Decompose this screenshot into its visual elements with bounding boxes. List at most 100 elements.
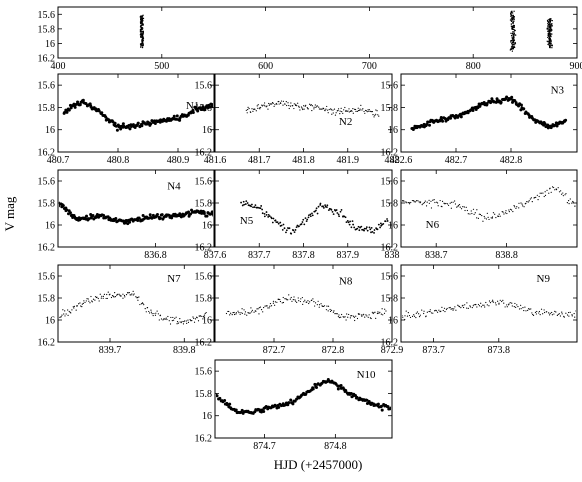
data-point xyxy=(299,109,300,110)
data-point xyxy=(445,203,446,204)
data-point xyxy=(247,109,248,110)
data-point xyxy=(290,102,291,103)
data-point xyxy=(82,99,85,102)
data-point xyxy=(250,205,252,207)
data-point xyxy=(549,28,550,29)
data-point xyxy=(348,314,349,315)
y-tick-label: 15.8 xyxy=(381,199,399,210)
data-point xyxy=(560,190,561,191)
data-point xyxy=(355,396,358,399)
data-point xyxy=(245,311,246,312)
data-point xyxy=(243,309,244,310)
data-point xyxy=(271,305,272,306)
data-point xyxy=(275,301,276,302)
data-point xyxy=(302,297,303,298)
data-point xyxy=(490,302,491,303)
data-point xyxy=(273,103,274,104)
data-point xyxy=(267,216,269,218)
data-point xyxy=(181,322,182,323)
x-tick-label: 873.8 xyxy=(488,345,511,356)
data-point xyxy=(525,310,526,311)
y-tick-label: 16.2 xyxy=(38,243,56,254)
data-point xyxy=(330,311,331,312)
data-point xyxy=(551,25,552,26)
data-point xyxy=(129,292,130,293)
data-point xyxy=(537,195,538,196)
data-point xyxy=(371,111,372,112)
x-tick-label: 838.7 xyxy=(425,250,448,261)
data-point xyxy=(499,214,500,215)
data-point xyxy=(476,306,477,307)
y-tick-label: 16.2 xyxy=(195,338,213,349)
data-point xyxy=(559,191,560,192)
data-point xyxy=(336,212,338,214)
data-point xyxy=(544,312,545,313)
data-point xyxy=(484,218,485,219)
data-point xyxy=(240,314,241,315)
data-point xyxy=(417,200,418,201)
data-point xyxy=(540,314,541,315)
data-point xyxy=(375,114,376,115)
data-point xyxy=(412,200,413,201)
data-point xyxy=(306,220,308,222)
y-tick-label: 15.8 xyxy=(38,24,56,35)
data-point xyxy=(551,47,552,48)
data-point xyxy=(302,109,303,110)
data-point xyxy=(574,317,575,318)
data-point xyxy=(550,313,551,314)
data-point xyxy=(525,203,526,204)
data-point xyxy=(514,46,515,47)
y-tick-label: 15.8 xyxy=(195,199,213,210)
data-point xyxy=(251,311,252,312)
x-tick-label: 839.8 xyxy=(173,345,196,356)
x-tick-label: 482.8 xyxy=(500,155,523,166)
y-tick-label: 15.8 xyxy=(195,389,213,400)
data-point xyxy=(344,107,345,108)
data-point xyxy=(263,105,264,106)
data-point xyxy=(375,109,376,110)
data-point xyxy=(548,30,549,31)
data-point xyxy=(549,31,550,32)
data-point xyxy=(547,21,548,22)
panel-label: N2 xyxy=(339,116,352,128)
data-point xyxy=(547,28,548,29)
data-point xyxy=(333,112,334,113)
data-point xyxy=(161,318,162,319)
data-point xyxy=(77,305,78,306)
data-point xyxy=(236,312,237,313)
data-point xyxy=(170,323,171,324)
data-point xyxy=(364,113,365,114)
data-point xyxy=(372,111,373,112)
data-point xyxy=(100,294,101,295)
data-point xyxy=(528,201,529,202)
data-point xyxy=(503,213,504,214)
data-point xyxy=(274,106,275,107)
data-point xyxy=(255,311,256,312)
data-point xyxy=(62,204,65,207)
data-point xyxy=(515,42,516,43)
data-point xyxy=(536,311,537,312)
data-point xyxy=(360,226,362,228)
data-point xyxy=(290,105,291,106)
y-tick-label: 16 xyxy=(202,316,212,327)
data-point xyxy=(124,296,125,297)
data-point xyxy=(140,33,141,34)
data-point xyxy=(264,105,265,106)
data-point xyxy=(512,305,513,306)
data-point xyxy=(331,209,333,211)
data-point xyxy=(141,40,142,41)
data-point xyxy=(252,206,254,208)
data-point xyxy=(320,303,321,304)
panel-frame xyxy=(215,265,392,342)
data-point xyxy=(548,33,549,34)
data-point xyxy=(377,313,378,314)
data-point xyxy=(229,314,230,315)
data-point xyxy=(473,305,474,306)
data-point xyxy=(384,309,385,310)
data-point xyxy=(70,312,71,313)
x-tick-label: 482.6 xyxy=(390,155,413,166)
data-point xyxy=(273,303,274,304)
x-tick-label: 480.9 xyxy=(167,155,190,166)
data-point xyxy=(275,219,277,221)
x-tick-label: 874.7 xyxy=(253,441,276,452)
